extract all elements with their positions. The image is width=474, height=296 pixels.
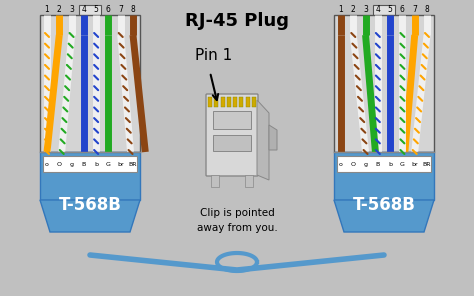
Text: G: G bbox=[400, 162, 405, 166]
Bar bbox=[246, 97, 250, 107]
Text: O: O bbox=[351, 162, 356, 166]
Polygon shape bbox=[269, 125, 277, 150]
Text: g: g bbox=[364, 162, 367, 166]
Text: B: B bbox=[82, 162, 86, 166]
Bar bbox=[214, 97, 219, 107]
Text: 5: 5 bbox=[94, 5, 99, 14]
Bar bbox=[337, 156, 431, 172]
Text: 1: 1 bbox=[338, 5, 343, 14]
Bar bbox=[227, 97, 231, 107]
Text: G: G bbox=[106, 162, 111, 166]
Text: B: B bbox=[376, 162, 380, 166]
Bar bbox=[220, 97, 225, 107]
Text: 7: 7 bbox=[118, 5, 123, 14]
Bar bbox=[208, 97, 212, 107]
Text: 6: 6 bbox=[106, 5, 111, 14]
Text: 6: 6 bbox=[400, 5, 405, 14]
Bar bbox=[252, 97, 256, 107]
Text: O: O bbox=[57, 162, 62, 166]
Text: T-568B: T-568B bbox=[59, 196, 121, 214]
Bar bbox=[245, 175, 253, 187]
Bar bbox=[40, 15, 140, 152]
Text: 1: 1 bbox=[45, 5, 49, 14]
Text: b: b bbox=[94, 162, 98, 166]
Text: 3: 3 bbox=[363, 5, 368, 14]
Text: 2: 2 bbox=[57, 5, 62, 14]
Text: 8: 8 bbox=[131, 5, 136, 14]
Bar bbox=[213, 111, 251, 129]
Bar bbox=[239, 97, 244, 107]
FancyBboxPatch shape bbox=[206, 94, 258, 176]
Bar bbox=[233, 97, 237, 107]
Bar bbox=[79, 5, 101, 17]
Text: o: o bbox=[339, 162, 343, 166]
Bar bbox=[43, 156, 137, 172]
Bar bbox=[334, 15, 434, 152]
Text: 5: 5 bbox=[388, 5, 392, 14]
Text: 4: 4 bbox=[375, 5, 380, 14]
Bar bbox=[373, 5, 395, 17]
Text: BR: BR bbox=[129, 162, 137, 166]
Bar bbox=[211, 175, 219, 187]
Text: 3: 3 bbox=[69, 5, 74, 14]
Text: Clip is pointed
away from you.: Clip is pointed away from you. bbox=[197, 208, 277, 233]
Text: T-568B: T-568B bbox=[353, 196, 415, 214]
Text: Pin 1: Pin 1 bbox=[195, 48, 232, 63]
Text: o: o bbox=[45, 162, 49, 166]
Text: b: b bbox=[388, 162, 392, 166]
Bar bbox=[40, 152, 140, 200]
Text: g: g bbox=[70, 162, 73, 166]
Text: 7: 7 bbox=[412, 5, 417, 14]
Text: RJ-45 Plug: RJ-45 Plug bbox=[185, 12, 289, 30]
Bar bbox=[334, 152, 434, 200]
Text: br: br bbox=[411, 162, 418, 166]
Text: 8: 8 bbox=[425, 5, 429, 14]
Polygon shape bbox=[40, 200, 140, 232]
Text: 2: 2 bbox=[351, 5, 356, 14]
Polygon shape bbox=[257, 100, 269, 180]
Text: 4: 4 bbox=[82, 5, 86, 14]
Polygon shape bbox=[334, 200, 434, 232]
Bar bbox=[213, 135, 251, 151]
Text: br: br bbox=[118, 162, 124, 166]
Text: BR: BR bbox=[423, 162, 431, 166]
